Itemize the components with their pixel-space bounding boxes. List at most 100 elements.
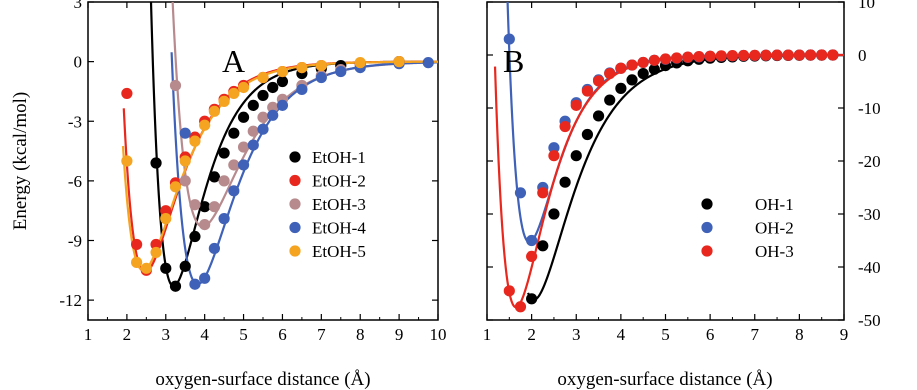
fit-curve-etoh-5: [121, 60, 438, 272]
data-point-oh-3: [659, 53, 672, 65]
data-point-etoh-5: [121, 155, 133, 167]
x-tick-label: 6: [278, 325, 287, 344]
y-tick-label: -50: [858, 311, 881, 330]
x-tick-label: 2: [527, 325, 536, 344]
fit-curve-oh-3: [493, 53, 844, 309]
data-point-oh-3: [693, 50, 705, 63]
data-point-etoh-5: [160, 213, 172, 225]
data-point-etoh-3: [208, 201, 220, 213]
data-point-etoh-4: [276, 99, 289, 111]
legend-marker-oh-2: [701, 221, 713, 234]
data-point-oh-3: [604, 67, 616, 80]
data-point-oh-1: [570, 150, 582, 162]
y-tick-label: -40: [858, 258, 881, 277]
panel-b-y-ticks: 10 0 -10 -20 -30 -40 -50: [487, 0, 881, 330]
data-point-etoh-5: [296, 61, 308, 74]
data-point-etoh-3: [199, 219, 211, 231]
panel-a: 3 0 -3 -6 -9 -12 1 2 3 4 5 6 7 8 9 10 A oxygen-surface…: [10, 0, 447, 390]
data-point-etoh-4: [228, 185, 240, 197]
data-point-oh-1: [548, 208, 560, 220]
fit-curve-etoh-3: [171, 2, 438, 228]
legend-marker-etoh-4: [289, 221, 301, 234]
data-point-etoh-4: [179, 127, 191, 139]
data-point-oh-3: [648, 54, 660, 66]
data-point-etoh-3: [169, 79, 182, 92]
data-point-oh-3: [526, 250, 538, 262]
data-point-oh-1: [559, 176, 571, 188]
data-point-etoh-5: [199, 119, 211, 131]
data-point-etoh-5: [140, 262, 152, 274]
data-point-etoh-1: [218, 147, 230, 159]
data-point-etoh-5: [276, 65, 289, 78]
data-point-oh-3: [559, 120, 571, 133]
data-point-oh-2: [526, 234, 538, 247]
legend-label-etoh-2: EtOH-2: [312, 172, 366, 191]
legend-marker-oh-3: [701, 245, 713, 257]
data-point-etoh-1: [189, 230, 201, 243]
data-point-oh-3: [615, 62, 627, 74]
panel-a-frame: [87, 1, 439, 321]
data-point-etoh-5: [131, 256, 143, 268]
data-point-oh-3: [816, 49, 828, 61]
data-point-etoh-1: [160, 262, 172, 274]
data-point-etoh-4: [296, 83, 308, 96]
data-point-oh-3: [592, 75, 605, 87]
data-point-oh-3: [827, 49, 839, 61]
fit-curve-oh-2: [506, 2, 844, 244]
data-point-etoh-4: [237, 159, 250, 171]
data-point-oh-1: [537, 240, 549, 252]
data-point-oh-3: [671, 52, 683, 64]
panel-b-letter: B: [503, 43, 524, 79]
data-point-oh-1: [581, 128, 594, 141]
y-tick-label: -30: [858, 205, 881, 224]
panel-a-fit-curves: [121, 2, 438, 288]
data-point-etoh-1: [150, 157, 162, 169]
panel-b-data-points: [503, 33, 839, 313]
data-point-oh-3: [760, 49, 772, 61]
data-point-oh-3: [570, 99, 582, 111]
x-tick-label: 10: [430, 325, 447, 344]
data-point-etoh-5: [228, 87, 240, 100]
legend-marker-etoh-2: [289, 174, 301, 187]
legend-label-oh-1: OH-1: [755, 195, 794, 214]
data-point-oh-1: [604, 94, 616, 106]
data-point-etoh-2: [131, 238, 143, 251]
data-point-oh-1: [626, 74, 638, 86]
panel-a-data-points: [121, 56, 434, 292]
data-point-etoh-3: [267, 101, 279, 113]
data-point-etoh-3: [218, 175, 230, 187]
legend-marker-etoh-3: [289, 198, 301, 210]
data-point-etoh-1: [276, 75, 289, 88]
data-point-oh-2: [548, 142, 560, 154]
x-tick-label: 3: [162, 325, 171, 344]
data-point-etoh-3: [228, 159, 240, 171]
x-tick-label: 5: [239, 325, 248, 344]
data-point-oh-3: [782, 49, 794, 61]
data-point-etoh-4: [189, 278, 201, 290]
data-point-etoh-5: [237, 81, 250, 94]
x-tick-label: 8: [356, 325, 365, 344]
y-tick-label: 10: [858, 0, 875, 12]
y-tick-label: 0: [74, 53, 83, 72]
data-point-oh-1: [615, 82, 627, 94]
x-tick-label: 2: [123, 325, 132, 344]
x-tick-label: 9: [395, 325, 404, 344]
data-point-etoh-1: [267, 81, 279, 94]
data-point-etoh-1: [247, 99, 259, 111]
y-tick-label: -20: [858, 152, 881, 171]
data-point-etoh-1: [228, 127, 240, 139]
x-tick-label: 7: [751, 325, 760, 344]
y-tick-label: -3: [68, 112, 82, 131]
data-point-etoh-4: [199, 272, 211, 284]
panel-a-x-axis-title: oxygen-surface distance (Å): [155, 369, 370, 390]
data-point-oh-3: [726, 50, 739, 62]
x-tick-label: 3: [572, 325, 581, 344]
data-point-etoh-1: [169, 280, 182, 292]
data-point-oh-3: [503, 285, 515, 297]
panel-a-y-ticks: 3 0 -3 -6 -9 -12: [59, 0, 438, 310]
data-point-etoh-3: [237, 141, 250, 153]
data-point-oh-3: [715, 50, 727, 62]
data-point-oh-3: [737, 49, 750, 62]
legend-marker-oh-1: [701, 198, 713, 210]
data-point-etoh-5: [150, 246, 162, 259]
